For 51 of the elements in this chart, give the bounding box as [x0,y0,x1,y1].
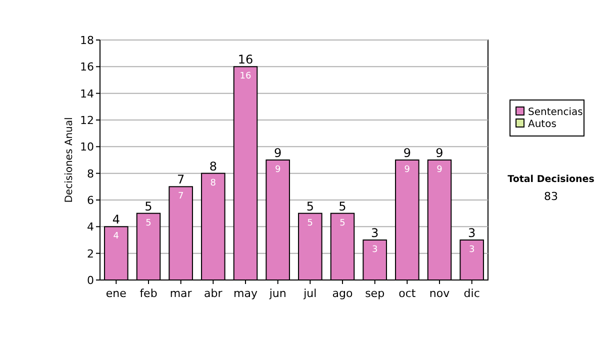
data-label: 3 [468,245,475,255]
y-tick-label: 2 [87,247,94,260]
total-label: 8 [209,159,217,174]
y-tick-label: 8 [87,167,94,180]
x-tick-label: mar [170,287,192,300]
total-label: 16 [238,52,254,67]
total-label: 9 [403,146,411,160]
data-label: 16 [240,72,252,82]
data-label: 8 [210,178,216,188]
total-label: 4 [112,212,120,227]
legend-label: Sentencias [528,107,583,118]
legend-label: Autos [528,119,556,130]
data-label: 5 [307,218,314,228]
x-tick-label: ago [332,287,353,300]
total-label: 9 [274,146,282,160]
y-tick-label: 6 [87,194,94,207]
data-label: 7 [178,192,184,202]
y-tick-label: 10 [80,140,94,154]
x-tick-label: may [234,287,258,300]
x-tick-label: jun [268,287,286,300]
total-label: 5 [144,199,152,214]
data-label: 5 [146,218,152,228]
x-tick-label: sep [365,287,385,300]
x-tick-label: feb [140,287,158,300]
total-label: 7 [177,172,185,187]
data-label: 9 [436,165,443,175]
x-tick-label: abr [204,287,223,300]
total-label: 3 [371,226,379,240]
total-label: 5 [306,199,314,214]
x-tick-label: ene [106,287,127,300]
y-tick-label: 0 [87,274,94,287]
total-label: 9 [436,146,444,160]
y-tick-label: 12 [80,114,94,127]
text: Total Decisiones [508,174,595,185]
data-label: 3 [372,245,378,255]
data-label: 4 [113,232,120,242]
x-tick-label: dic [464,287,480,300]
data-label: 9 [274,165,281,175]
x-tick-label: nov [429,287,450,300]
x-tick-label: jul [302,287,317,300]
total-label: 5 [338,199,346,214]
y-tick-label: 14 [80,87,94,100]
data-label: 9 [404,165,410,175]
y-tick-label: 18 [80,34,94,47]
x-tick-label: oct [398,287,416,300]
y-axis-title: Decisiones Anual [64,117,75,203]
total-label: 3 [468,226,476,240]
text: 83 [544,190,558,203]
y-tick-label: 16 [80,60,94,74]
y-tick-label: 4 [87,220,94,234]
data-label: 5 [340,218,346,228]
